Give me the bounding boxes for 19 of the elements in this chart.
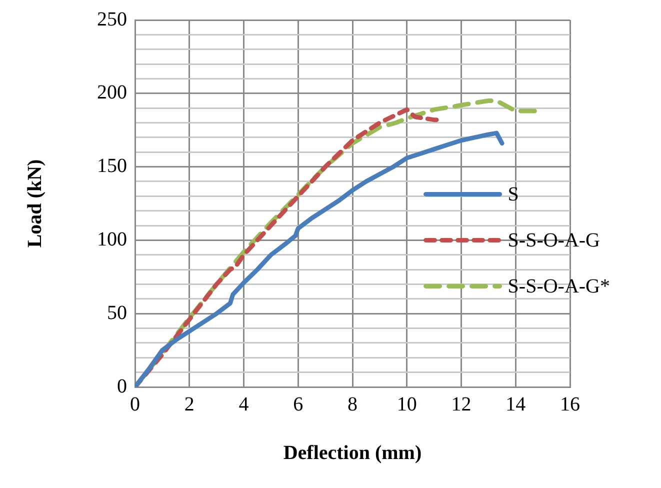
x-tick-label: 16 [560, 393, 580, 416]
x-tick-label: 4 [238, 393, 249, 416]
x-tick-label: 12 [451, 393, 472, 416]
legend-label: S-S-O-A-G [508, 229, 600, 252]
y-tick-label: 200 [97, 82, 127, 104]
legend-label: S-S-O-A-G* [508, 275, 610, 298]
x-tick-label: 10 [396, 393, 417, 416]
x-tick-label: 6 [293, 393, 304, 416]
x-axis-title: Deflection (mm) [283, 442, 422, 464]
y-tick-label: 0 [117, 375, 127, 398]
x-tick-label: 2 [184, 393, 194, 416]
y-tick-label: 250 [97, 8, 127, 30]
y-tick-label: 150 [97, 155, 127, 178]
x-tick-label: 8 [348, 393, 358, 416]
x-tick-label: 14 [506, 393, 526, 416]
y-axis-title: Load (kN) [24, 159, 46, 248]
y-tick-label: 100 [97, 228, 127, 250]
legend-label: S [508, 183, 519, 206]
y-tick-label: 50 [107, 302, 127, 324]
